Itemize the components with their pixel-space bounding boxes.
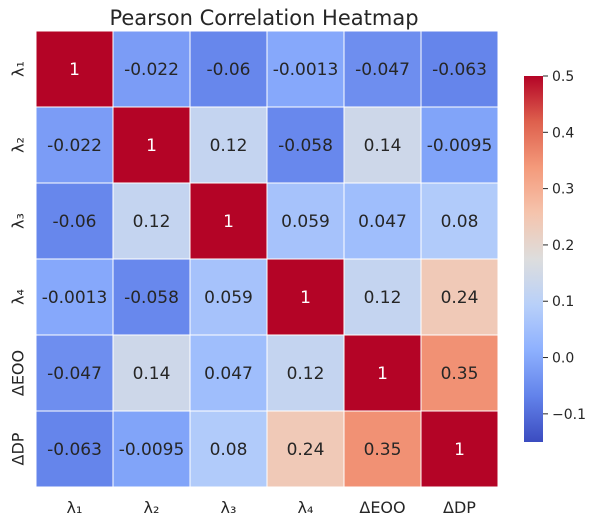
cell-value-label: -0.047 bbox=[47, 364, 102, 384]
x-tick-label: λ₃ bbox=[221, 498, 237, 517]
cell-value-label: -0.0013 bbox=[42, 288, 108, 308]
chart-title: Pearson Correlation Heatmap bbox=[109, 6, 418, 30]
cell-value-label: -0.06 bbox=[207, 60, 251, 80]
y-tick-label: λ₄ bbox=[9, 289, 28, 305]
colorbar-tick-label: 0.1 bbox=[552, 294, 574, 310]
colorbar-tick-label: 0.0 bbox=[552, 351, 574, 367]
y-tick-label: ΔEOO bbox=[9, 350, 28, 396]
heatmap-cell bbox=[420, 258, 499, 336]
cell-value-label: 0.12 bbox=[133, 212, 171, 232]
heatmap-cell bbox=[266, 30, 345, 108]
heatmap-cell bbox=[420, 106, 499, 184]
x-tick-label: ΔDP bbox=[443, 498, 476, 517]
heatmap-cells: 1 -0.022 -0.06 -0.0013 -0.047 -0.063 -0.022 1 0.… bbox=[35, 30, 499, 488]
heatmap-cell bbox=[189, 258, 268, 336]
heatmap-cell bbox=[35, 258, 114, 336]
colorbar-tick-label: 0.5 bbox=[552, 69, 574, 85]
heatmap-cell bbox=[266, 334, 345, 412]
colorbar-tick-label: 0.3 bbox=[552, 182, 574, 198]
cell-value-label: 0.047 bbox=[358, 212, 407, 232]
heatmap-cell bbox=[266, 106, 345, 184]
heatmap-cell bbox=[189, 30, 268, 108]
heatmap-cell bbox=[420, 182, 499, 260]
heatmap-cell bbox=[343, 182, 422, 260]
cell-value-label: 1 bbox=[69, 60, 80, 80]
cell-value-label: 0.35 bbox=[441, 364, 479, 384]
cell-value-label: 1 bbox=[146, 136, 157, 156]
cell-value-label: 0.08 bbox=[441, 212, 479, 232]
heatmap-cell bbox=[266, 182, 345, 260]
y-axis-ticks: λ₁ λ₂ λ₃ λ₄ ΔEOO ΔDP bbox=[9, 61, 28, 465]
heatmap-cell bbox=[35, 410, 114, 488]
cell-value-label: 0.14 bbox=[364, 136, 402, 156]
cell-value-label: -0.047 bbox=[355, 60, 410, 80]
cell-value-label: -0.063 bbox=[432, 60, 487, 80]
heatmap-cell bbox=[343, 334, 422, 412]
heatmap-cell bbox=[420, 30, 499, 108]
cell-value-label: 0.047 bbox=[204, 364, 253, 384]
cell-value-label: 0.059 bbox=[204, 288, 253, 308]
cell-value-label: -0.0095 bbox=[119, 440, 185, 460]
cell-value-label: 0.12 bbox=[210, 136, 248, 156]
cell-value-label: 0.14 bbox=[133, 364, 171, 384]
cell-value-label: 0.12 bbox=[287, 364, 325, 384]
cell-value-label: 0.12 bbox=[364, 288, 402, 308]
y-tick-label: ΔDP bbox=[9, 432, 28, 465]
heatmap-cell bbox=[266, 410, 345, 488]
cell-value-label: 1 bbox=[300, 288, 311, 308]
heatmap-cell bbox=[112, 182, 191, 260]
heatmap-cell bbox=[343, 410, 422, 488]
cell-value-label: -0.06 bbox=[53, 212, 97, 232]
y-tick-label: λ₂ bbox=[9, 137, 28, 153]
x-tick-label: ΔEOO bbox=[359, 498, 405, 517]
x-tick-label: λ₄ bbox=[298, 498, 314, 517]
colorbar-tick-label: 0.2 bbox=[552, 238, 574, 254]
x-tick-label: λ₁ bbox=[67, 498, 83, 517]
y-tick-label: λ₁ bbox=[9, 61, 28, 77]
cell-value-label: -0.022 bbox=[124, 60, 179, 80]
heatmap-cell bbox=[112, 258, 191, 336]
y-tick-label: λ₃ bbox=[9, 213, 28, 229]
cell-value-label: -0.058 bbox=[278, 136, 333, 156]
cell-value-label: 1 bbox=[223, 212, 234, 232]
cell-value-label: 1 bbox=[454, 440, 465, 460]
cell-value-label: -0.022 bbox=[47, 136, 102, 156]
heatmap-cell bbox=[112, 106, 191, 184]
heatmap-cell bbox=[112, 30, 191, 108]
cell-value-label: -0.0013 bbox=[273, 60, 339, 80]
colorbar-tick-label: −0.1 bbox=[552, 407, 586, 423]
heatmap-cell bbox=[35, 334, 114, 412]
colorbar-tick-label: 0.4 bbox=[552, 125, 574, 141]
heatmap-cell bbox=[343, 258, 422, 336]
cell-value-label: 0.059 bbox=[281, 212, 330, 232]
cell-value-label: 1 bbox=[377, 364, 388, 384]
heatmap-cell bbox=[420, 410, 499, 488]
heatmap-cell bbox=[420, 334, 499, 412]
cell-value-label: 0.24 bbox=[441, 288, 479, 308]
cell-value-label: 0.35 bbox=[364, 440, 402, 460]
cell-value-label: 0.24 bbox=[287, 440, 325, 460]
cell-value-label: -0.063 bbox=[47, 440, 102, 460]
x-tick-label: λ₂ bbox=[144, 498, 160, 517]
heatmap-cell bbox=[35, 30, 114, 108]
cell-value-label: 0.08 bbox=[210, 440, 248, 460]
cell-value-label: -0.058 bbox=[124, 288, 179, 308]
heatmap-cell bbox=[35, 182, 114, 260]
colorbar: 0.5 0.4 0.3 0.2 0.1 0.0 −0.1 bbox=[524, 69, 586, 442]
cell-value-label: -0.0095 bbox=[427, 136, 493, 156]
heatmap-cell bbox=[189, 334, 268, 412]
colorbar-gradient bbox=[524, 76, 543, 442]
heatmap-cell bbox=[266, 258, 345, 336]
x-axis-ticks: λ₁ λ₂ λ₃ λ₄ ΔEOO ΔDP bbox=[67, 498, 477, 517]
heatmap-cell bbox=[343, 30, 422, 108]
